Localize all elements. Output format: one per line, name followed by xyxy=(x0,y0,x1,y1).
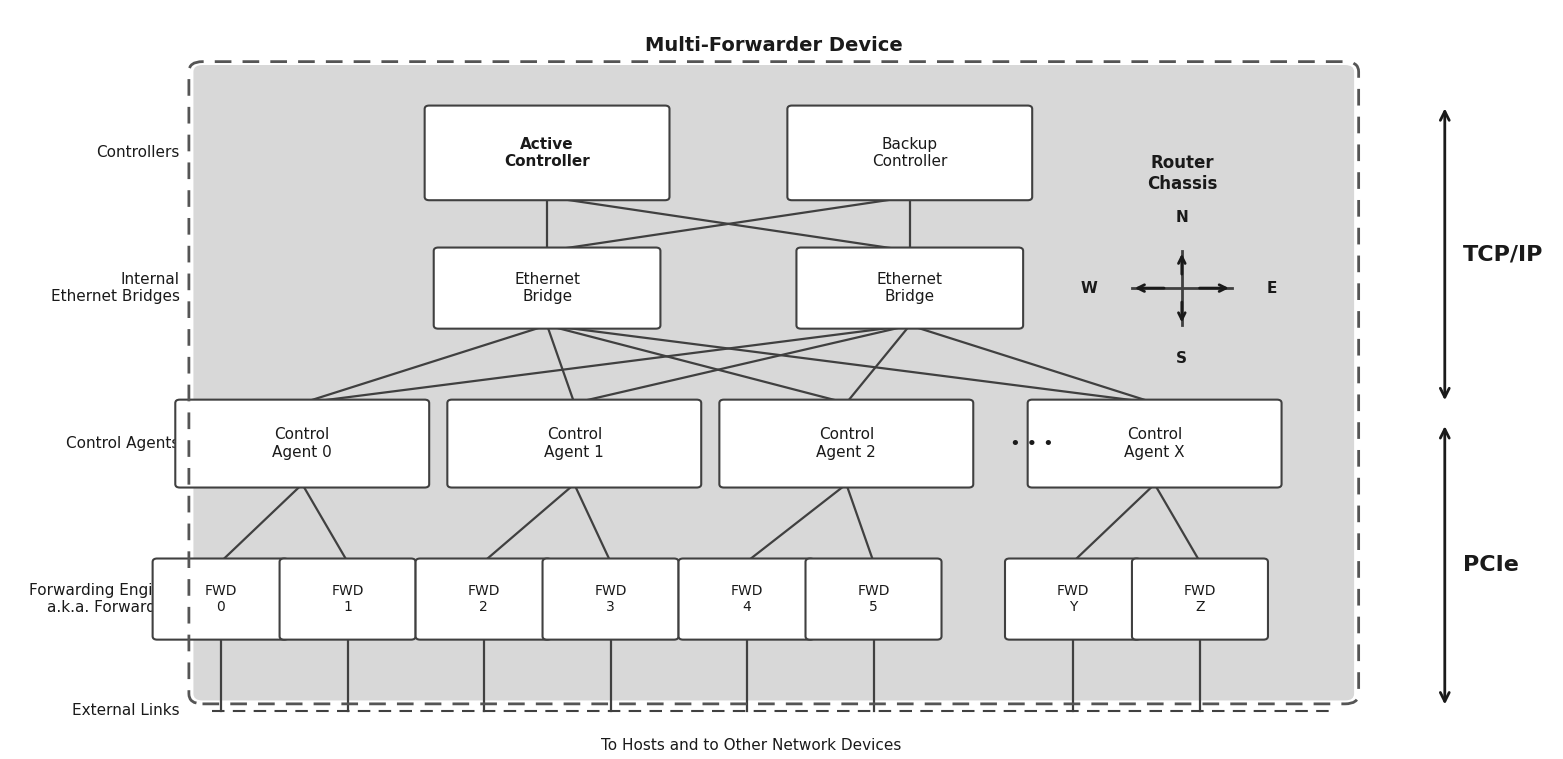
Text: FWD
3: FWD 3 xyxy=(594,584,627,614)
FancyBboxPatch shape xyxy=(797,247,1024,329)
FancyBboxPatch shape xyxy=(416,559,552,640)
Text: To Hosts and to Other Network Devices: To Hosts and to Other Network Devices xyxy=(600,738,902,753)
Text: Forwarding Engines
a.k.a. Forwarders: Forwarding Engines a.k.a. Forwarders xyxy=(30,583,180,616)
Text: PCIe: PCIe xyxy=(1463,556,1519,575)
Text: Controllers: Controllers xyxy=(97,146,180,160)
Text: Control
Agent 2: Control Agent 2 xyxy=(816,427,877,460)
Text: Multi-Forwarder Device: Multi-Forwarder Device xyxy=(646,36,903,55)
Text: Control Agents: Control Agents xyxy=(67,436,180,451)
Text: FWD
4: FWD 4 xyxy=(730,584,763,614)
FancyBboxPatch shape xyxy=(433,247,661,329)
Text: E: E xyxy=(1266,281,1277,295)
Text: TCP/IP: TCP/IP xyxy=(1463,244,1543,264)
FancyBboxPatch shape xyxy=(678,559,814,640)
FancyBboxPatch shape xyxy=(542,559,678,640)
Text: External Links: External Links xyxy=(72,703,180,718)
Text: Control
Agent 1: Control Agent 1 xyxy=(544,427,605,460)
Text: Ethernet
Bridge: Ethernet Bridge xyxy=(877,272,942,304)
Text: FWD
0: FWD 0 xyxy=(205,584,238,614)
Text: FWD
2: FWD 2 xyxy=(467,584,500,614)
FancyBboxPatch shape xyxy=(153,559,289,640)
FancyBboxPatch shape xyxy=(425,106,669,200)
FancyBboxPatch shape xyxy=(175,400,430,487)
Text: N: N xyxy=(1175,210,1188,225)
FancyBboxPatch shape xyxy=(719,400,974,487)
FancyBboxPatch shape xyxy=(280,559,416,640)
FancyBboxPatch shape xyxy=(1005,559,1141,640)
Text: Active
Controller: Active Controller xyxy=(505,137,589,169)
FancyBboxPatch shape xyxy=(1027,400,1282,487)
Text: Backup
Controller: Backup Controller xyxy=(872,137,947,169)
Text: Internal
Ethernet Bridges: Internal Ethernet Bridges xyxy=(52,272,180,304)
Text: Control
Agent 0: Control Agent 0 xyxy=(272,427,331,460)
FancyBboxPatch shape xyxy=(447,400,702,487)
FancyBboxPatch shape xyxy=(1132,559,1268,640)
Text: FWD
Z: FWD Z xyxy=(1183,584,1216,614)
FancyBboxPatch shape xyxy=(788,106,1032,200)
Text: Router
Chassis: Router Chassis xyxy=(1147,154,1218,193)
Text: Ethernet
Bridge: Ethernet Bridge xyxy=(514,272,580,304)
FancyBboxPatch shape xyxy=(194,65,1354,701)
FancyBboxPatch shape xyxy=(805,559,941,640)
Text: FWD
5: FWD 5 xyxy=(857,584,889,614)
Text: Control
Agent X: Control Agent X xyxy=(1124,427,1185,460)
Text: FWD
1: FWD 1 xyxy=(331,584,364,614)
Text: FWD
Y: FWD Y xyxy=(1057,584,1089,614)
Text: • • •: • • • xyxy=(1010,435,1053,452)
Text: W: W xyxy=(1080,281,1097,295)
Text: S: S xyxy=(1177,351,1188,367)
